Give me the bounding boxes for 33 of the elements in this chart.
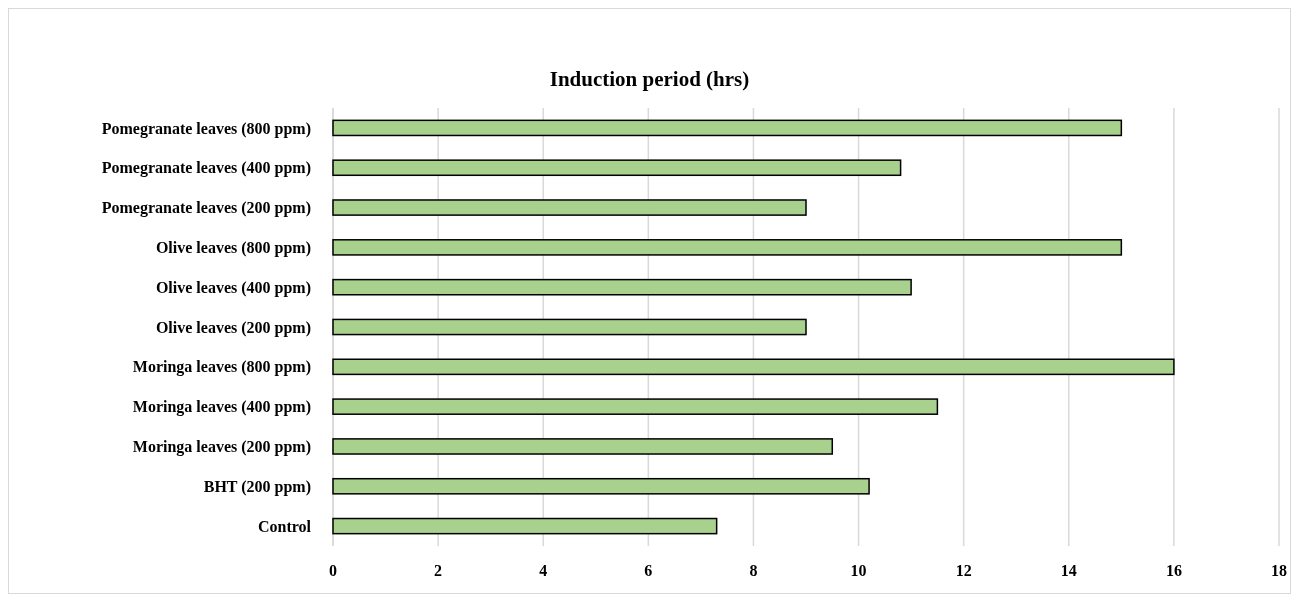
y-tick-label: Moringa leaves (400 ppm) [132,398,311,417]
bar [332,159,902,177]
y-tick-label: Moringa leaves (200 ppm) [132,438,311,457]
bar [332,358,1175,376]
bar [332,278,912,296]
y-tick-label: Olive leaves (200 ppm) [155,318,311,337]
y-tick-label: Control [257,517,312,535]
y-tick-label: Olive leaves (800 ppm) [155,238,311,257]
y-tick-label: Pomegranate leaves (800 ppm) [101,119,311,138]
y-tick-label: Pomegranate leaves (400 ppm) [101,159,311,178]
y-tick-label: Olive leaves (400 ppm) [155,278,311,297]
x-tick-label: 6 [644,562,653,579]
x-tick-label: 0 [329,562,337,579]
y-tick-label: Pomegranate leaves (200 ppm) [101,199,311,218]
bar [332,398,939,415]
x-tick-label: 18 [1271,562,1287,579]
x-tick-label: 10 [850,562,867,579]
bar [332,119,1123,137]
x-tick-label: 2 [434,562,443,579]
x-tick-label: 14 [1060,562,1077,579]
y-tick-label: BHT (200 ppm) [203,477,311,496]
x-tick-label: 4 [539,562,548,579]
bar [332,477,870,495]
x-tick-label: 8 [749,562,758,579]
bar [332,239,1123,256]
chart-title: Induction period (hrs) [549,67,750,91]
bar [332,438,834,455]
bar [332,517,718,535]
bar [332,318,807,336]
x-tick-label: 16 [1165,562,1182,579]
y-tick-label: Moringa leaves (800 ppm) [132,358,311,377]
x-tick-label: 12 [955,562,972,579]
bar [332,199,807,216]
